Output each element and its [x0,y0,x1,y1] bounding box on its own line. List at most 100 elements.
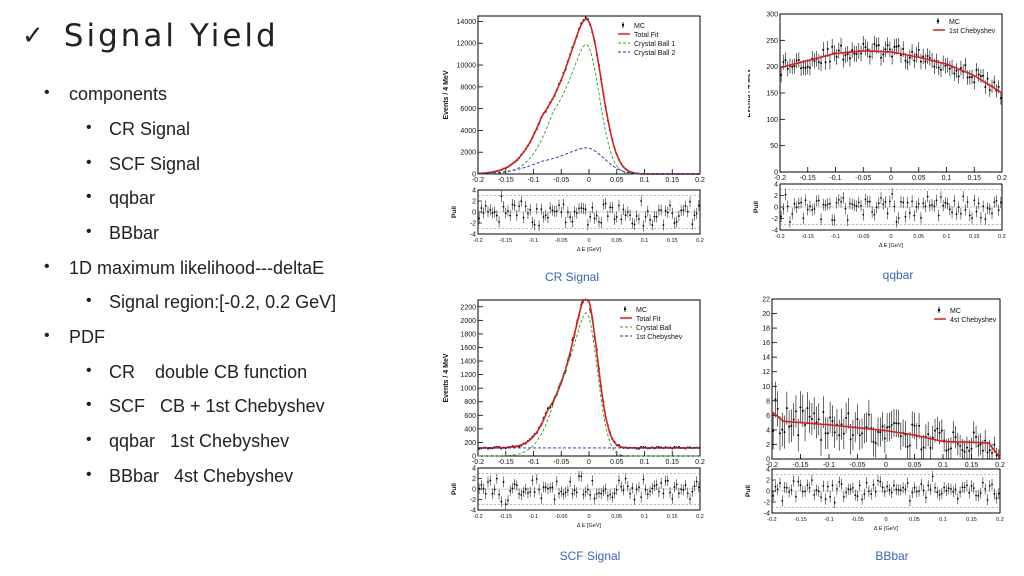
mc-point [899,435,902,438]
mc-point [806,407,809,410]
mc-point [944,64,947,67]
mc-point [999,97,1002,100]
x-tick-label: -0.2 [766,462,778,469]
pull-point [833,219,836,222]
x-tick-label: -0.1 [823,462,835,469]
pull-point [604,488,607,491]
pull-point [604,202,607,205]
pull-y-label: Pull [745,485,752,497]
x-tick-label: -0.1 [829,175,841,182]
mc-point [968,76,971,79]
mc-point [840,423,843,426]
mc-point [813,412,816,415]
pull-point [595,492,598,495]
pull-x-tick-label: -0.1 [831,234,840,240]
y-tick-label: 18 [762,326,770,333]
pull-point [515,214,518,217]
pull-point [826,203,829,206]
pull-point [968,491,971,494]
pull-point [547,216,549,219]
legend: MC 4st Chebyshev [934,307,997,324]
pull-point [642,224,645,227]
pull-point [666,211,669,214]
bullet-text: components [69,84,168,104]
mc-point [788,425,791,428]
pull-point [906,201,909,204]
pull-point [959,491,961,494]
pull-point [684,484,687,487]
y-tick-label: 0 [472,454,476,461]
pull-point [961,486,964,489]
pull-point [520,494,523,496]
pull-point [874,490,877,493]
pull-point [489,479,492,482]
pull-y-tick-label: -4 [772,228,778,235]
y-tick-label: 400 [464,426,476,433]
pull-point [509,489,512,492]
x-tick-label: -0.2 [472,459,484,466]
pull-point [507,499,509,502]
mc-point [880,56,883,59]
mc-point [952,431,955,434]
x-tick-label: 0.15 [665,459,679,466]
legend-label: Total Fit [636,316,661,323]
pull-point [863,493,866,495]
mc-point [842,58,845,61]
pull-point [806,208,809,211]
pull-point [943,486,946,489]
pull-point [918,490,920,492]
mc-point [979,75,982,78]
mc-point [817,61,820,64]
pull-point [480,484,483,486]
pull-point [899,489,902,492]
pull-point [860,204,862,207]
pull-point [977,202,980,205]
pull-point [673,486,676,488]
mc-point [782,61,785,64]
y-tick-label: 0 [472,172,476,179]
pull-point [573,489,576,492]
mc-point [977,73,980,76]
bullet-dot: • [86,188,92,205]
pull-point [956,497,959,500]
pull-x-tick-label: -0.15 [801,234,814,240]
y-axis-label: Events / 4 MeV [748,68,752,117]
pull-point [877,202,880,205]
pull-point [498,220,500,223]
mc-point [957,75,960,78]
pull-point [507,209,509,212]
pull-point [811,208,814,211]
pull-point [793,202,796,205]
pull-point [689,200,691,203]
pull-point [817,490,820,493]
pull-point [826,485,829,488]
pull-point [970,485,973,487]
pull-point [582,493,585,496]
y-tick-label: 100 [766,117,778,124]
mc-point [911,50,914,53]
y-tick-label: 1800 [460,331,476,338]
pull-x-tick-label: 0 [884,517,887,523]
pull-point [882,203,885,206]
bullet-dot: • [86,396,92,413]
pull-point [635,215,638,217]
mc-point [795,59,798,62]
pull-point [495,477,498,480]
pull-point [853,204,856,207]
pull-point [673,222,676,224]
pull-point [904,488,907,491]
pull-point [804,490,806,493]
x-tick-label: 0.2 [997,175,1007,182]
pull-point [524,488,527,491]
pull-point [904,215,907,218]
mc-point [822,48,825,51]
pull-points [780,188,1002,228]
pull-point [487,481,489,483]
mc-point [802,66,805,69]
pull-point [615,216,618,218]
pull-point [678,215,680,217]
mc-point [895,422,898,425]
pull-point [806,484,809,486]
mc-point [831,45,834,48]
